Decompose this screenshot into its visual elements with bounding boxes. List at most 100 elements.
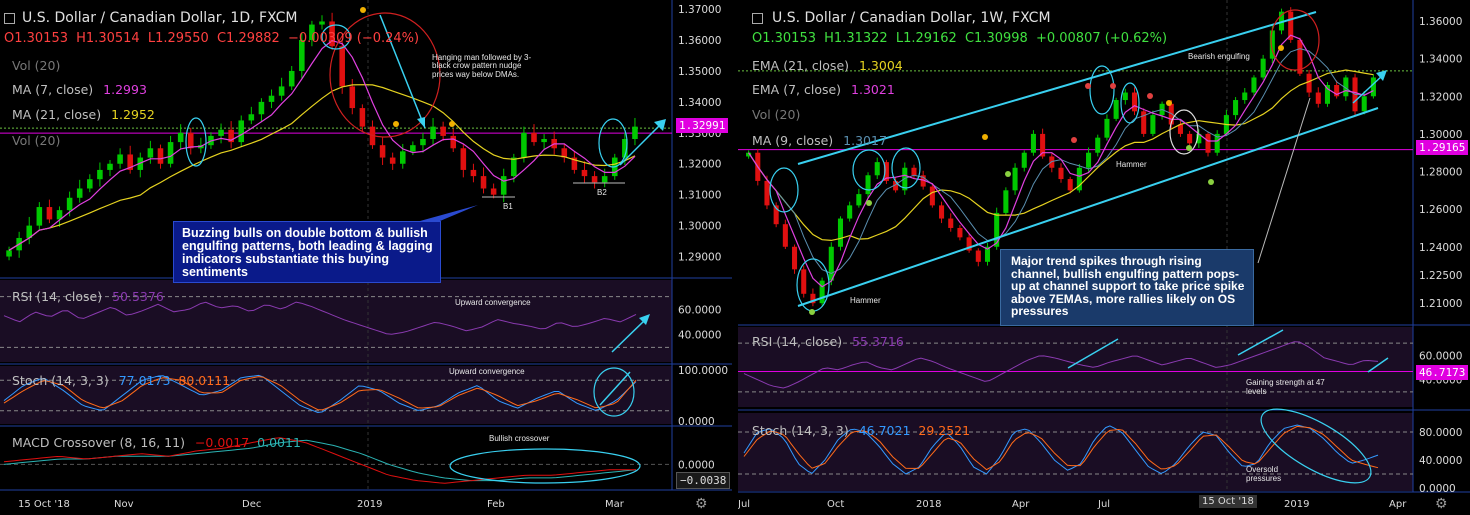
right-price-tick: 1.28000: [1419, 167, 1462, 179]
left-candle: [632, 126, 638, 139]
collapse-icon-right[interactable]: [752, 13, 763, 24]
left-candle: [349, 86, 356, 109]
left-rsi-annotation: Upward convergence: [455, 298, 531, 307]
right-candle: [764, 180, 770, 206]
right-candle: [837, 218, 844, 247]
left-candle: [299, 40, 305, 71]
left-macd-legend: MACD Crossover (8, 16, 11) −0.0017 0.001…: [12, 435, 301, 450]
right-circle: [1120, 82, 1140, 124]
left-ma7-value: 1.2993: [103, 82, 147, 97]
left-ma7-legend: MA (7, close) 1.2993: [12, 82, 147, 97]
right-candle: [1012, 167, 1018, 191]
left-candle: [228, 129, 234, 143]
left-stoch-arrow: [599, 371, 631, 406]
left-callout-pointer: [420, 205, 478, 221]
right-candle: [883, 162, 889, 181]
right-candle: [911, 167, 917, 176]
left-candle: [268, 95, 275, 102]
left-candle: [76, 188, 83, 198]
left-stoch-d-line: [3, 376, 637, 411]
left-candle: [319, 21, 325, 25]
right-settings-gear-icon[interactable]: ⚙: [1435, 495, 1448, 511]
left-candle: [591, 176, 598, 183]
right-candle: [1150, 115, 1156, 134]
left-price-tick: 1.30000: [678, 221, 721, 233]
right-candle: [1361, 96, 1367, 112]
left-candle: [601, 176, 608, 183]
right-candle: [1214, 133, 1220, 153]
left-candle: [410, 145, 416, 152]
right-candle: [773, 205, 779, 225]
left-rsi-value: 50.5376: [112, 289, 164, 304]
left-candle: [26, 225, 33, 238]
right-signal-dot: [1005, 171, 1011, 177]
right-candle: [1334, 85, 1340, 97]
right-candle: [948, 218, 954, 228]
right-stoch-tick: 0.0000: [1419, 483, 1456, 495]
left-stoch-annotation: Upward convergence: [449, 367, 525, 376]
right-candle: [1233, 100, 1239, 116]
right-candle: [1021, 152, 1027, 168]
right-low: L1.29162: [895, 31, 957, 46]
right-rsi-pill: 46.7173: [1416, 365, 1469, 380]
left-rsi-label: RSI (14, close): [12, 289, 103, 304]
left-change: −0.00309 (−0.24%): [287, 31, 420, 46]
right-candle: [1040, 133, 1046, 157]
right-candle: [819, 280, 825, 304]
left-candle: [450, 135, 457, 149]
left-candle: [56, 210, 63, 220]
right-price-tick: 1.34000: [1419, 54, 1462, 66]
right-rsi-value: 55.3716: [852, 334, 904, 349]
right-date-oct: Oct: [827, 499, 845, 510]
right-candle: [856, 194, 862, 206]
right-candle: [902, 167, 908, 191]
right-channel-upper: [797, 11, 1317, 165]
left-macd-v2: 0.0011: [257, 435, 301, 450]
right-candle: [828, 246, 834, 281]
left-macd-v1: −0.0017: [194, 435, 250, 450]
left-ma7-label: MA (7, close): [12, 82, 94, 97]
left-candle: [420, 139, 426, 146]
left-stoch-k: 77.0173: [118, 373, 171, 388]
right-candle: [1343, 77, 1349, 97]
left-settings-gear-icon[interactable]: ⚙: [695, 495, 708, 511]
left-date-first: 15 Oct '18: [18, 499, 70, 510]
left-candle: [561, 148, 568, 158]
left-price-tick: 1.31000: [678, 190, 721, 202]
left-chart-panel: 1.37000 1.36000 1.35000 1.34000 1.33000 1.320…: [0, 0, 732, 515]
left-candle: [490, 188, 497, 195]
right-rsi-tick: 60.0000: [1419, 350, 1462, 362]
right-signal-dot: [982, 134, 988, 140]
left-chart-svg[interactable]: 1.370001.360001.350001.340001.330001.320…: [0, 0, 732, 515]
left-candle: [500, 176, 507, 195]
right-price-tick: 1.24000: [1419, 242, 1462, 254]
left-candle: [470, 169, 477, 177]
right-circle: [1089, 65, 1115, 115]
left-price-tick: 1.36000: [678, 35, 721, 47]
right-candle: [801, 269, 807, 294]
right-candle: [957, 227, 963, 238]
right-bearish-annotation: Bearish engulfing: [1188, 52, 1250, 61]
right-ma9-value: 1.3017: [843, 133, 887, 148]
right-high: H1.31322: [824, 31, 888, 46]
right-current-price: 1.29165: [1416, 140, 1469, 155]
collapse-icon[interactable]: [4, 13, 15, 24]
left-date-mar: Mar: [605, 499, 624, 510]
left-candle: [6, 250, 12, 257]
left-top-dot: [360, 7, 366, 13]
right-channel-lower: [797, 107, 1379, 307]
left-price-tick: 1.29000: [678, 252, 721, 264]
left-stoch-d: 80.0111: [178, 373, 231, 388]
left-stoch-legend: Stoch (14, 3, 3) 77.0173 80.0111: [12, 373, 230, 388]
left-candle: [218, 129, 224, 136]
right-stoch-label: Stoch (14, 3, 3): [752, 423, 849, 438]
right-ema7-legend: EMA (7, close) 1.3021: [752, 82, 895, 97]
left-candle: [430, 126, 436, 139]
left-date-feb: Feb: [487, 499, 505, 510]
right-candle: [1141, 111, 1147, 134]
right-rsi-bg: [738, 327, 1413, 407]
right-ema21-value: 1.3004: [859, 58, 903, 73]
left-candle: [127, 154, 133, 170]
left-candle: [379, 145, 386, 158]
right-callout-text: Major trend spikes through rising channe…: [1011, 254, 1245, 319]
